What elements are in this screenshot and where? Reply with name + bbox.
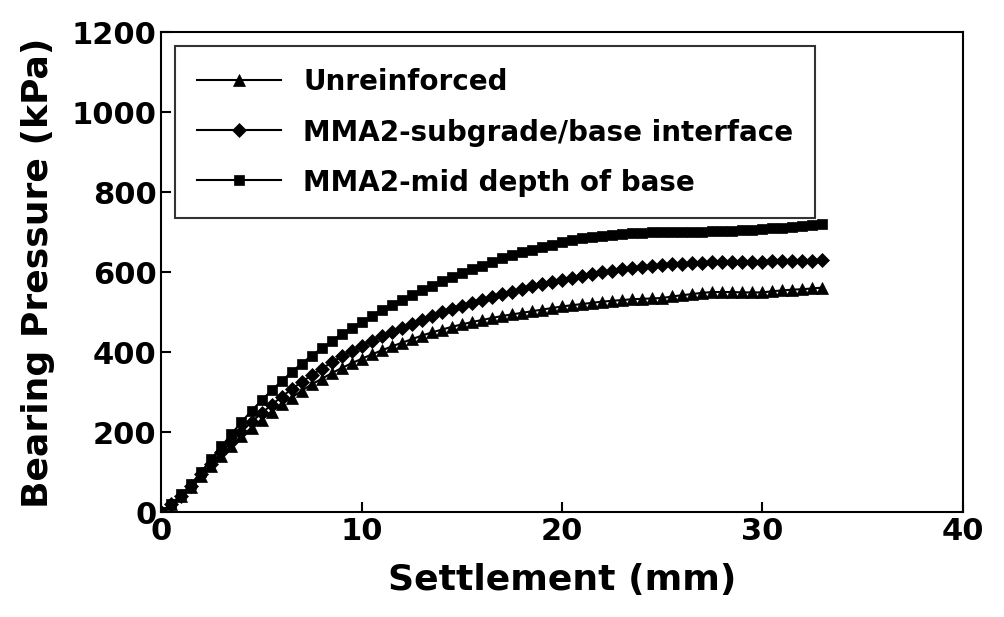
Y-axis label: Bearing Pressure (kPa): Bearing Pressure (kPa) <box>21 37 55 507</box>
Line: Unreinforced: Unreinforced <box>156 283 827 517</box>
MMA2-mid depth of base <box>305 352 317 360</box>
MMA2-subgrade/base interface <box>816 257 828 265</box>
MMA2-mid depth of base <box>656 228 668 236</box>
MMA2-mid depth of base <box>456 270 468 277</box>
MMA2-mid depth of base <box>255 397 267 404</box>
MMA2-mid depth of base <box>816 220 828 228</box>
Line: MMA2-mid depth of base: MMA2-mid depth of base <box>157 219 826 516</box>
Unreinforced <box>305 381 317 389</box>
Unreinforced <box>255 416 267 423</box>
X-axis label: Settlement (mm): Settlement (mm) <box>388 562 736 596</box>
MMA2-subgrade/base interface <box>656 262 668 269</box>
MMA2-subgrade/base interface <box>156 508 168 515</box>
Unreinforced <box>156 508 168 515</box>
Unreinforced <box>776 287 788 294</box>
Unreinforced <box>456 321 468 328</box>
MMA2-subgrade/base interface <box>776 258 788 265</box>
MMA2-subgrade/base interface <box>255 410 267 417</box>
MMA2-mid depth of base <box>776 225 788 232</box>
Unreinforced <box>816 284 828 292</box>
MMA2-subgrade/base interface <box>426 312 438 320</box>
Legend: Unreinforced, MMA2-subgrade/base interface, MMA2-mid depth of base: Unreinforced, MMA2-subgrade/base interfa… <box>175 46 815 219</box>
MMA2-subgrade/base interface <box>305 372 317 379</box>
Unreinforced <box>426 329 438 336</box>
Unreinforced <box>656 295 668 302</box>
MMA2-mid depth of base <box>426 283 438 290</box>
MMA2-mid depth of base <box>156 508 168 515</box>
Line: MMA2-subgrade/base interface: MMA2-subgrade/base interface <box>157 256 826 516</box>
MMA2-subgrade/base interface <box>456 302 468 310</box>
